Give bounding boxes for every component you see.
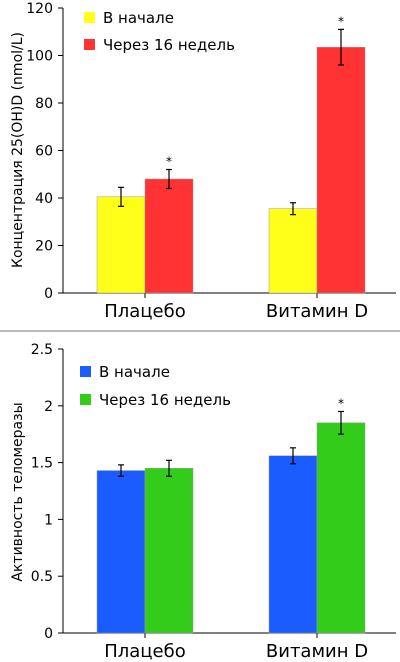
y-tick-label: 40 bbox=[35, 191, 53, 207]
y-tick-label: 1.5 bbox=[31, 456, 53, 472]
y-tick-label: 0 bbox=[44, 286, 53, 302]
bar bbox=[268, 455, 318, 634]
bar bbox=[316, 46, 366, 294]
legend-swatch bbox=[80, 394, 91, 405]
significance-marker: * bbox=[166, 155, 172, 169]
y-tick-label: 0.5 bbox=[31, 569, 53, 585]
legend-swatch bbox=[84, 12, 95, 23]
bar bbox=[144, 178, 194, 294]
bar bbox=[96, 470, 146, 634]
x-category-label: Плацебо bbox=[104, 641, 186, 662]
y-tick-label: 20 bbox=[35, 239, 53, 255]
y-tick-label: 2 bbox=[44, 399, 53, 415]
significance-marker: * bbox=[338, 396, 344, 410]
bar bbox=[144, 468, 194, 634]
y-tick-label: 60 bbox=[35, 144, 53, 160]
chart-25ohd-concentration: 0 20 40 60 80 100 120 Плацебо Витамин D Концентра… bbox=[10, 1, 396, 322]
y-tick-label: 100 bbox=[26, 49, 53, 65]
y-tick-label: 1 bbox=[44, 512, 53, 528]
legend-swatch bbox=[84, 39, 95, 50]
significance-marker: * bbox=[338, 14, 344, 28]
y-tick-label: 2.5 bbox=[31, 342, 53, 358]
bar bbox=[96, 196, 146, 294]
legend-label: Через 16 недель bbox=[103, 36, 235, 54]
x-category-label: Витамин D bbox=[266, 301, 368, 322]
y-axis-title: Концентрация 25(OH)D (nmol/L) bbox=[10, 32, 26, 268]
bar bbox=[268, 208, 318, 294]
legend-label: В начале bbox=[99, 363, 170, 381]
y-tick-label: 120 bbox=[26, 1, 53, 17]
legend-swatch bbox=[80, 366, 91, 377]
x-category-label: Плацебо bbox=[104, 301, 186, 322]
x-category-label: Витамин D bbox=[266, 641, 368, 662]
chart-telomerase-activity: 0 0.5 1 1.5 2 2.5 Плацебо Витамин D Активность т… bbox=[10, 342, 396, 662]
y-tick-label: 0 bbox=[44, 626, 53, 642]
y-axis-title: Активность теломеразы bbox=[10, 402, 26, 581]
legend-label: Через 16 недель bbox=[99, 391, 231, 409]
bar bbox=[316, 422, 366, 634]
legend-label: В начале bbox=[103, 9, 174, 27]
y-tick-label: 80 bbox=[35, 96, 53, 112]
